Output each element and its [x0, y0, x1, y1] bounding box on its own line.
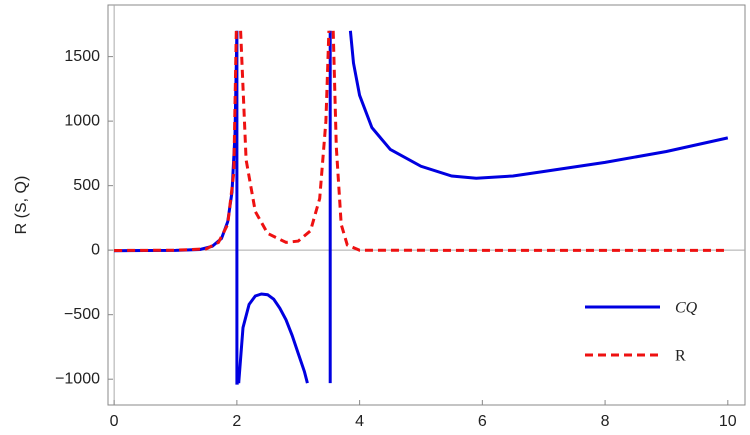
- y-tick-label: 0: [91, 241, 100, 258]
- plot-frame: [107, 4, 746, 406]
- series-line: [114, 30, 729, 385]
- legend-label: CQ: [675, 300, 698, 317]
- y-axis-label: R (S, Q): [13, 176, 30, 235]
- x-tick-label: 10: [719, 413, 737, 430]
- plot-area: [108, 5, 745, 405]
- x-tick-label: 4: [355, 413, 364, 430]
- x-tick-label: 2: [232, 413, 241, 430]
- series-line: [114, 30, 728, 252]
- y-tick-label: −1000: [55, 370, 100, 387]
- x-tick-label: 8: [601, 413, 610, 430]
- y-tick-label: 1000: [64, 112, 100, 129]
- y-tick-label: 1500: [64, 48, 100, 65]
- x-tick-label: 0: [110, 413, 119, 430]
- y-tick-label: −500: [64, 306, 100, 323]
- legend-label: R: [675, 348, 686, 365]
- y-tick-label: 500: [73, 177, 100, 194]
- x-tick-label: 6: [478, 413, 487, 430]
